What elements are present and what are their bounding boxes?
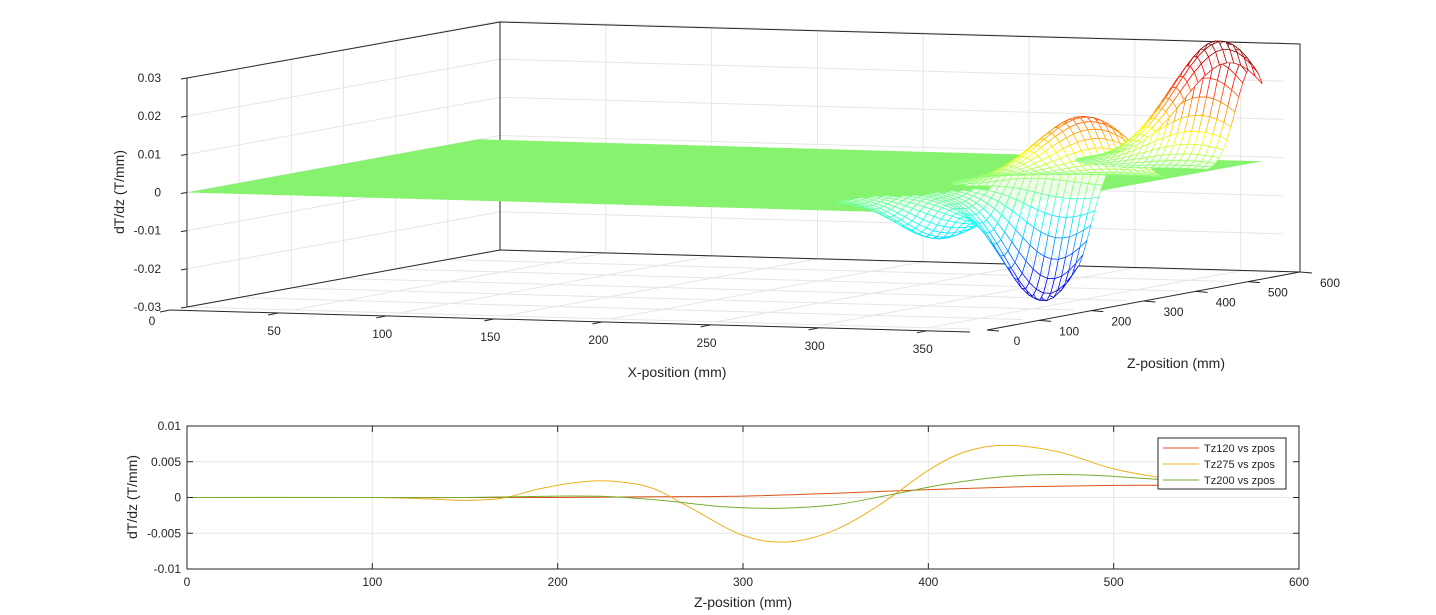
z-tick-label: -0.03 xyxy=(134,300,162,314)
x-tick-label: 0 xyxy=(149,314,156,328)
surface-face xyxy=(1083,161,1096,165)
series-lines xyxy=(186,444,1207,543)
y-axis-label: Z-position (mm) xyxy=(1127,355,1225,371)
series-line-tz200 xyxy=(186,474,1207,509)
x-tick-label: 50 xyxy=(267,324,281,338)
ticks-2d: 0 100 200 300 400 500 600 0.01 0.005 0 -0.005 -0.01 xyxy=(147,419,1309,589)
y-tick-label: 500 xyxy=(1268,286,1288,300)
y-tick xyxy=(1143,300,1156,303)
z-tick xyxy=(180,306,188,309)
y-tick-label-2d: 0.01 xyxy=(158,419,182,433)
x-tick xyxy=(484,318,495,322)
surface-face xyxy=(1074,157,1087,160)
x-tick-label-2d: 300 xyxy=(733,575,753,589)
surface-face xyxy=(1077,159,1089,163)
x-tick-label: 250 xyxy=(697,336,717,350)
surface-face xyxy=(1104,163,1116,167)
y-tick xyxy=(1195,290,1208,293)
legend[interactable]: Tz120 vs zpos Tz275 vs zpos Tz200 vs zpos xyxy=(1157,437,1287,490)
x-tick-label-2d: 100 xyxy=(362,575,382,589)
legend-label: Tz120 vs zpos xyxy=(1204,443,1275,455)
y-tick-label: 300 xyxy=(1163,305,1183,319)
z-tick xyxy=(180,268,188,271)
surface-face xyxy=(1094,162,1106,166)
z-tick-label: -0.01 xyxy=(134,224,162,238)
surface-face xyxy=(835,200,847,204)
x-tick-label: 150 xyxy=(480,330,500,344)
line-plot: 0 100 200 300 400 500 600 0.01 0.005 0 -0.005 -0.01… xyxy=(124,419,1309,610)
x-tick xyxy=(808,327,819,331)
surface-face xyxy=(1122,165,1134,168)
surface-face xyxy=(952,182,965,186)
y-tick xyxy=(1039,319,1052,322)
x-tick-label-2d: 0 xyxy=(184,575,191,589)
y-tick-label-2d: -0.005 xyxy=(147,526,181,540)
y-tick-label: 100 xyxy=(1059,324,1079,338)
y-tick xyxy=(1247,281,1260,284)
surface-face xyxy=(834,202,846,205)
surface-face xyxy=(1080,160,1092,164)
y-tick-label: 200 xyxy=(1111,315,1131,329)
surface-face xyxy=(1074,158,1086,162)
series-line-tz275 xyxy=(186,444,1207,543)
legend-items: Tz120 vs zpos Tz275 vs zpos Tz200 vs zpos xyxy=(1163,443,1275,487)
z-tick-label: 0.03 xyxy=(138,71,162,85)
x-tick-label: 200 xyxy=(588,333,608,347)
x-tick-label-2d: 400 xyxy=(918,575,938,589)
surface-face xyxy=(950,179,962,183)
legend-label: Tz275 vs zpos xyxy=(1204,459,1275,471)
x-tick-label: 100 xyxy=(372,327,392,341)
z-tick xyxy=(180,115,188,118)
y-tick-label: 600 xyxy=(1320,276,1340,290)
x-tick-label: 350 xyxy=(913,342,933,356)
y-tick-label: 400 xyxy=(1216,295,1236,309)
y-tick-label-2d: 0 xyxy=(174,491,181,505)
x-axis-label: X-position (mm) xyxy=(628,364,727,380)
z-tick xyxy=(180,153,188,156)
y-tick-label: 0 xyxy=(1014,334,1021,348)
x-tick xyxy=(376,315,387,319)
z-tick xyxy=(180,192,188,194)
x-tick xyxy=(700,324,711,328)
z-tick-label: 0 xyxy=(154,186,161,200)
x-tick-label-2d: 500 xyxy=(1104,575,1124,589)
y-tick-label-2d: -0.01 xyxy=(154,562,182,576)
x-tick xyxy=(592,321,603,325)
x-axis-3d xyxy=(169,309,971,333)
y-tick xyxy=(1299,271,1313,274)
y-tick xyxy=(986,329,1000,332)
y-axis-label-2d: dT/dz (T/mm) xyxy=(124,455,140,539)
z-tick xyxy=(180,77,188,80)
z-tick xyxy=(180,230,188,233)
z-tick-label: -0.02 xyxy=(134,262,162,276)
x-axis-label-2d: Z-position (mm) xyxy=(694,594,792,610)
surface-face xyxy=(963,183,975,187)
legend-label: Tz200 vs zpos xyxy=(1204,475,1275,487)
surface-face xyxy=(949,181,961,185)
z-axis-label: dT/dz (T/mm) xyxy=(111,150,127,234)
y-tick xyxy=(1091,310,1104,313)
x-tick xyxy=(268,312,279,316)
x-tick-label: 300 xyxy=(805,339,825,353)
x-tick xyxy=(916,330,927,334)
surface-mesh xyxy=(187,40,1263,302)
x-tick xyxy=(159,309,171,313)
y-tick-label-2d: 0.005 xyxy=(151,455,181,469)
x-tick-label-2d: 600 xyxy=(1289,575,1309,589)
z-tick-label: 0.02 xyxy=(138,109,162,123)
z-tick-label: 0.01 xyxy=(138,147,162,161)
x-tick-label-2d: 200 xyxy=(548,575,568,589)
